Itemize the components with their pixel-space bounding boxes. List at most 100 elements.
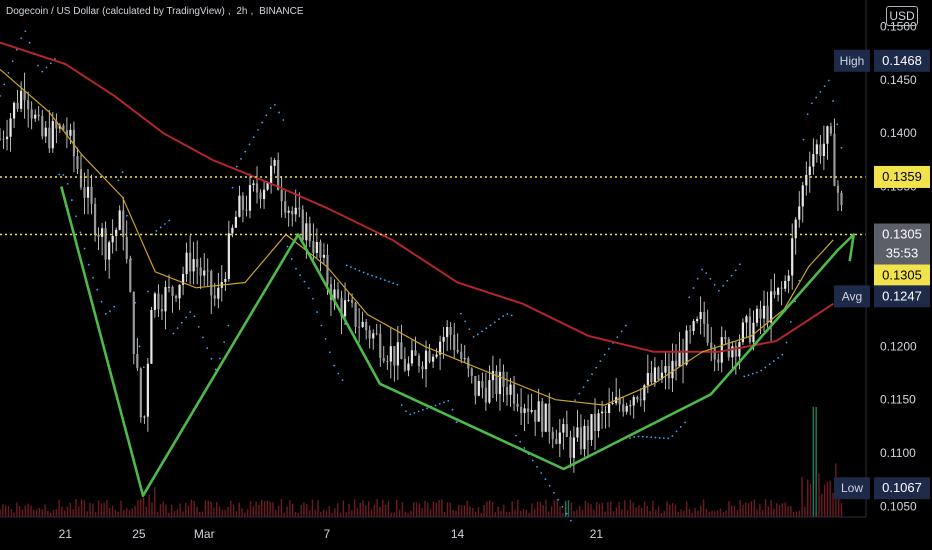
sar-dot bbox=[87, 263, 90, 266]
candle-body bbox=[565, 424, 568, 437]
volume-bar bbox=[283, 512, 285, 517]
volume-bar bbox=[435, 502, 437, 517]
volume-bar bbox=[128, 510, 131, 517]
sar-dot bbox=[244, 150, 247, 153]
candle-body bbox=[583, 425, 586, 450]
candle-body bbox=[132, 291, 135, 354]
volume-bar bbox=[238, 502, 240, 517]
candle-body bbox=[660, 372, 664, 380]
volume-bar bbox=[519, 510, 522, 517]
sar-dot bbox=[75, 215, 78, 218]
volume-bar bbox=[776, 503, 778, 517]
sar-dot bbox=[514, 434, 517, 437]
candle-body bbox=[150, 310, 153, 364]
volume-bar bbox=[89, 503, 91, 517]
volume-bar bbox=[80, 499, 83, 517]
candle-body bbox=[305, 223, 308, 241]
volume-bar bbox=[556, 499, 558, 517]
candle-body bbox=[0, 138, 2, 140]
sar-dot bbox=[624, 324, 627, 327]
candle-body bbox=[65, 130, 68, 136]
volume-bar bbox=[671, 503, 674, 517]
sar-dot bbox=[629, 437, 631, 440]
volume-bar bbox=[269, 501, 271, 517]
sar-dot bbox=[316, 311, 319, 313]
volume-bar bbox=[826, 481, 829, 517]
volume-bar bbox=[719, 508, 722, 517]
avg-label-caption: Avg bbox=[842, 289, 862, 303]
time-axis[interactable]: 21 25 Mar 7 14 21 bbox=[59, 527, 604, 541]
sar-dot bbox=[578, 392, 581, 395]
sar-dot bbox=[214, 368, 217, 371]
candle-body bbox=[474, 375, 477, 396]
volume-bar bbox=[452, 509, 454, 517]
volume-bar bbox=[173, 511, 176, 517]
currency-button[interactable]: USD bbox=[886, 6, 918, 26]
volume-bar bbox=[432, 501, 435, 517]
symbol-title[interactable]: Dogecoin / US Dollar (calculated by Trad… bbox=[6, 6, 225, 17]
volume-bar bbox=[170, 504, 173, 517]
volume-bar bbox=[815, 407, 817, 517]
volume-bar bbox=[505, 511, 508, 517]
candle-body bbox=[199, 267, 202, 276]
candle-body bbox=[488, 380, 491, 403]
sar-dot bbox=[172, 332, 175, 335]
sar-dot bbox=[498, 318, 500, 321]
volume-bar bbox=[100, 503, 103, 517]
candle-body bbox=[93, 203, 97, 235]
interval-label[interactable]: 2h bbox=[236, 6, 248, 17]
volume-bar bbox=[708, 511, 710, 517]
sar-dot bbox=[388, 280, 390, 283]
sar-dot bbox=[257, 128, 259, 131]
candle-body bbox=[463, 358, 466, 360]
sar-dot bbox=[328, 351, 331, 354]
volume-bar bbox=[626, 510, 629, 517]
sar-dot bbox=[574, 399, 576, 402]
volume-bar bbox=[700, 505, 702, 517]
volume-bar bbox=[325, 510, 328, 517]
volume-bar bbox=[640, 507, 643, 517]
volume-bar bbox=[317, 500, 319, 517]
price-tick-label: 0.1100 bbox=[880, 446, 916, 460]
sar-dot bbox=[557, 498, 560, 501]
volume-bar bbox=[491, 501, 494, 517]
sar-dot bbox=[202, 336, 204, 339]
candle-body bbox=[752, 322, 755, 343]
volume-bar bbox=[207, 500, 209, 517]
volume-bar bbox=[610, 502, 612, 517]
candle-body bbox=[37, 114, 40, 117]
sar-dot bbox=[312, 297, 314, 300]
volume-bar bbox=[528, 512, 530, 517]
volume-bars bbox=[0, 407, 843, 517]
volume-bar bbox=[61, 506, 63, 517]
volume-bar bbox=[576, 509, 578, 517]
volume-bar bbox=[829, 480, 831, 517]
volume-bar bbox=[148, 494, 150, 517]
sar-dot bbox=[62, 173, 65, 176]
candle-body bbox=[745, 316, 748, 323]
volume-bar bbox=[275, 509, 277, 517]
volume-bar bbox=[674, 504, 677, 517]
sar-dot bbox=[421, 408, 424, 411]
sar-dot bbox=[240, 158, 242, 160]
candle-body bbox=[167, 286, 171, 288]
candle-body bbox=[51, 121, 54, 149]
volume-bar bbox=[618, 501, 620, 517]
candle-body bbox=[358, 326, 361, 328]
volume-bar bbox=[840, 502, 843, 517]
volume-bar bbox=[64, 510, 66, 517]
sar-dot bbox=[3, 83, 6, 86]
volume-bar bbox=[35, 509, 38, 517]
candle-body bbox=[234, 216, 237, 228]
sar-dot bbox=[608, 347, 610, 350]
sar-dot bbox=[789, 320, 792, 323]
candle-body bbox=[139, 368, 142, 418]
sar-dot bbox=[155, 230, 158, 232]
volume-bar bbox=[4, 505, 7, 517]
volume-bar bbox=[359, 502, 361, 517]
low-label-caption: Low bbox=[841, 481, 863, 495]
last-price-label-2-bg bbox=[874, 264, 930, 287]
candle-body bbox=[343, 300, 347, 317]
volume-bar bbox=[201, 511, 204, 517]
